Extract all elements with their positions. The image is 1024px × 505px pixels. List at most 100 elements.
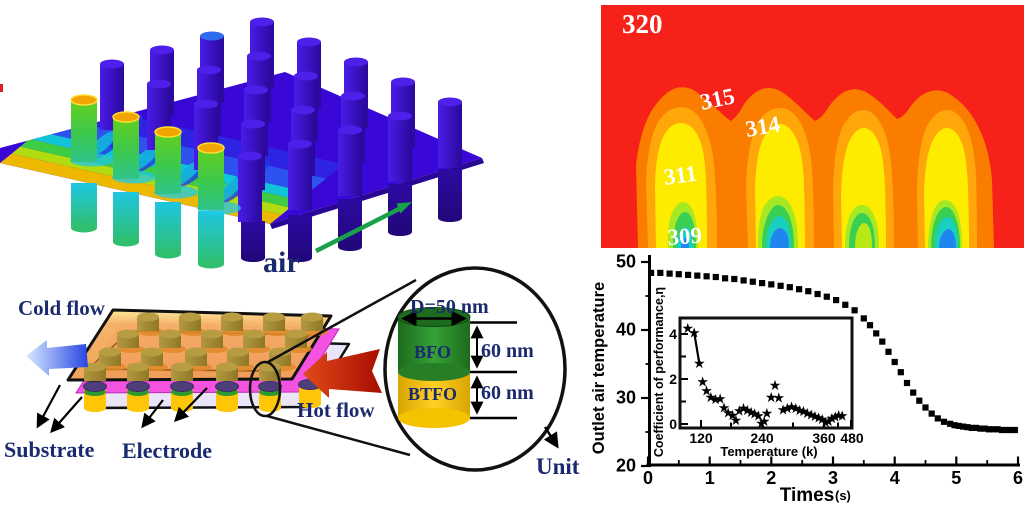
x-axis-label: Times <box>780 485 835 505</box>
bfo-height-label: 60 nm <box>481 340 534 362</box>
svg-text:★: ★ <box>765 390 778 406</box>
inset-y-tick-labels: 4 2 0 <box>669 326 677 432</box>
svg-text:1: 1 <box>705 468 715 488</box>
air-flow-arrowhead <box>396 202 412 214</box>
svg-text:★: ★ <box>793 403 806 419</box>
svg-text:★: ★ <box>809 409 822 425</box>
svg-text:★: ★ <box>722 406 735 422</box>
svg-text:120: 120 <box>689 430 713 446</box>
pillar-row <box>99 347 296 371</box>
svg-text:★: ★ <box>726 408 739 424</box>
inset-y-ticks <box>681 333 688 425</box>
unit-label: Unit <box>536 454 580 479</box>
unit-cell-cylinder <box>397 307 471 428</box>
hot-flow-arrow <box>303 349 382 398</box>
svg-text:★: ★ <box>709 392 722 408</box>
inset-x-ticks <box>700 420 852 427</box>
svg-text:6: 6 <box>1013 468 1023 488</box>
contour-label-309: 309 <box>667 223 703 250</box>
y-tick-labels: 50 40 30 20 <box>616 252 636 476</box>
outlet-temperature-series <box>648 269 1018 434</box>
inset-frame <box>678 316 854 430</box>
x-ticks-minor <box>677 460 989 465</box>
svg-text:★: ★ <box>748 406 761 422</box>
svg-text:★: ★ <box>688 325 701 341</box>
svg-text:★: ★ <box>785 400 798 416</box>
x-tick-labels: 0 1 2 3 4 5 6 <box>643 468 1023 488</box>
svg-text:★: ★ <box>836 409 849 425</box>
svg-text:★: ★ <box>790 401 803 417</box>
svg-text:★: ★ <box>693 356 706 372</box>
contour-level-blue <box>681 228 956 248</box>
svg-text:★: ★ <box>819 415 832 431</box>
btfo-label: BTFO <box>408 384 457 404</box>
x-axis-unit: (s) <box>835 488 851 503</box>
y-ticks-minor <box>645 295 651 433</box>
svg-text:4: 4 <box>890 468 900 488</box>
svg-text:★: ★ <box>752 409 765 425</box>
inset-y-axis-label: Coefficient of performance,η <box>652 287 666 457</box>
heated-nanopillars <box>70 94 241 215</box>
btfo-height-label: 60 nm <box>481 382 534 404</box>
svg-text:★: ★ <box>769 378 782 394</box>
contour-label-311: 311 <box>662 161 698 190</box>
svg-text:★: ★ <box>696 375 709 391</box>
dimension-lines <box>470 321 517 420</box>
svg-text:★: ★ <box>826 411 839 427</box>
cop-series: ★★★★★★★★★★★★★★★★★★★★★★★★★★★★★★★★★★★★★★★★… <box>682 321 849 432</box>
svg-text:★: ★ <box>730 413 743 429</box>
cold-flow-arrow <box>26 340 88 376</box>
svg-text:★: ★ <box>682 321 695 337</box>
svg-text:★: ★ <box>733 404 746 420</box>
svg-text:30: 30 <box>616 388 636 408</box>
svg-text:★: ★ <box>773 391 786 407</box>
unit-pillar-grid <box>84 312 328 381</box>
svg-text:20: 20 <box>616 456 636 476</box>
electrode-pointer-1 <box>141 399 164 429</box>
svg-text:★: ★ <box>745 405 758 421</box>
svg-text:2: 2 <box>766 468 776 488</box>
svg-text:★: ★ <box>705 390 718 406</box>
plate-edge <box>270 158 484 229</box>
substrate-pointer-1 <box>36 384 61 429</box>
bfo-label: BFO <box>414 342 451 362</box>
air-label: air <box>263 246 300 279</box>
svg-text:★: ★ <box>761 406 774 422</box>
contour-label-314: 314 <box>744 111 783 142</box>
y-ticks-major <box>641 260 651 468</box>
svg-text:5: 5 <box>951 468 961 488</box>
electrode-label: Electrode <box>122 438 212 463</box>
panel-chart: 50 40 30 20 0 1 2 3 4 5 6 Times (s) Outl… <box>590 252 1023 505</box>
hot-flow-label: Hot flow <box>297 398 375 422</box>
svg-text:★: ★ <box>805 408 818 424</box>
svg-text:★: ★ <box>741 403 754 419</box>
svg-text:240: 240 <box>750 430 774 446</box>
substrate-label: Substrate <box>4 437 95 462</box>
panel-device-schematic: Cold flow Hot flow Substrate Electrode D… <box>4 266 580 479</box>
contour-level-315 <box>636 87 994 248</box>
svg-text:40: 40 <box>616 320 636 340</box>
svg-text:★: ★ <box>755 416 768 432</box>
svg-text:★: ★ <box>829 410 842 426</box>
svg-text:★: ★ <box>822 414 835 430</box>
svg-text:★: ★ <box>758 414 771 430</box>
svg-text:★: ★ <box>777 402 790 418</box>
svg-text:★: ★ <box>816 412 829 428</box>
diameter-label: D=50 nm <box>410 296 489 318</box>
svg-text:4: 4 <box>669 326 677 342</box>
svg-text:★: ★ <box>718 401 731 417</box>
electrode-pointer-2 <box>174 387 208 423</box>
cold-flow-label: Cold flow <box>18 296 106 320</box>
magnifier-line-bottom <box>266 414 411 457</box>
svg-text:★: ★ <box>700 384 713 400</box>
inset-x-tick-labels: 120 240 360 480 <box>689 430 864 446</box>
panel-3d-simulation: air <box>0 17 484 279</box>
svg-text:3: 3 <box>828 468 838 488</box>
svg-text:★: ★ <box>801 406 814 422</box>
inset-x-axis-label: Temperature (k) <box>720 444 817 459</box>
magnifier-line-top <box>267 278 417 364</box>
panel-contour-map: 320 315 314 311 309 <box>601 5 1024 250</box>
svg-text:480: 480 <box>840 430 864 446</box>
